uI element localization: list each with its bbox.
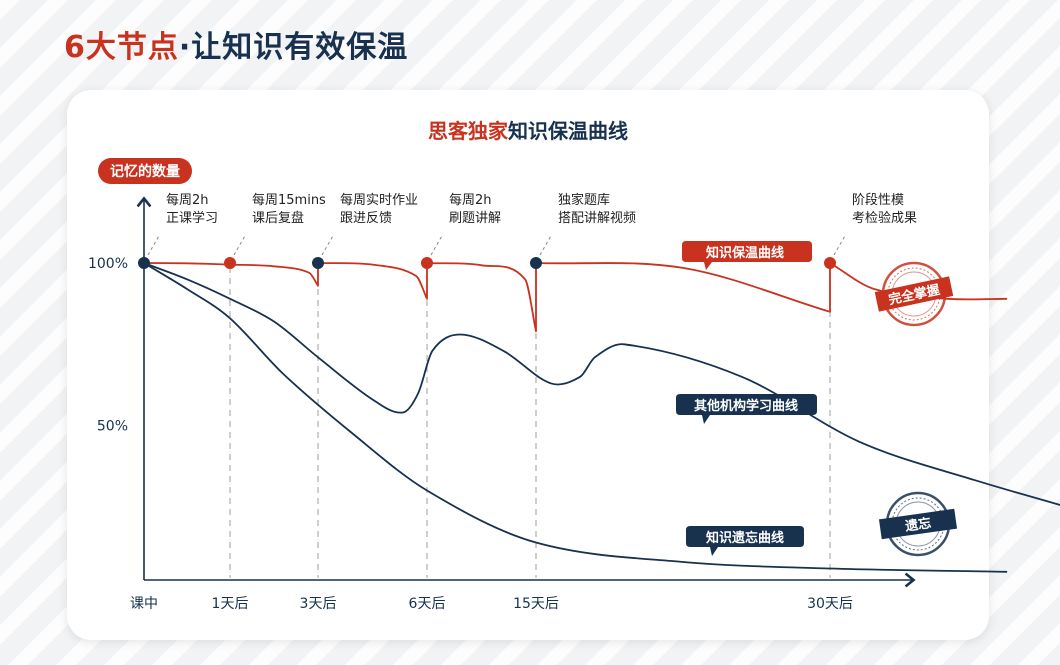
x-tick-layer: 课中 1天后 3天后 6天后 15天后 30天后 — [130, 596, 853, 612]
node-marker — [824, 257, 836, 269]
x-tick-label: 6天后 — [409, 596, 446, 612]
y-axis-label: 记忆的数量 — [110, 163, 180, 180]
other-institutions-curve-line — [143, 262, 1060, 506]
node-leader-line — [233, 233, 247, 256]
node-label-line2: 课后复盘 — [252, 210, 304, 226]
node-label-line1: 每周2h — [166, 192, 209, 208]
x-tick-label: 课中 — [130, 596, 158, 612]
chart-title: 思客独家知识保温曲线 — [428, 119, 628, 143]
x-tick-label: 1天后 — [212, 596, 249, 612]
forgotten-stamp-band — [878, 508, 958, 540]
node-label-line1: 每周15mins — [252, 192, 326, 208]
node-leader-line — [833, 233, 847, 256]
node-label-line1: 阶段性模 — [852, 193, 904, 208]
series-label-retention-pill — [682, 241, 812, 270]
forgotten-stamp-text: 遗忘 — [903, 515, 932, 535]
node-marker — [138, 257, 150, 269]
node-label-line2: 搭配讲解视频 — [558, 210, 636, 226]
page-title-rest: ·让知识有效保温 — [178, 30, 409, 65]
series-label-forgetting-text: 知识遗忘曲线 — [706, 530, 784, 546]
mastered-stamp-band — [874, 276, 954, 312]
series-label-retention-text: 知识保温曲线 — [706, 245, 784, 261]
chart-title-highlight: 思客独家 — [428, 119, 509, 143]
page-title: 6大节点·让知识有效保温 — [64, 22, 408, 66]
node-label-line2: 考检验成果 — [852, 210, 917, 226]
series-label-others: 其他机构学习曲线 — [676, 394, 817, 424]
node-label-line2: 刷题讲解 — [449, 211, 501, 226]
node-leader-line — [430, 233, 444, 256]
series-label-retention: 知识保温曲线 — [682, 241, 812, 270]
node-marker — [224, 257, 236, 269]
node-label-line1: 每周实时作业 — [340, 192, 418, 208]
x-tick-label: 15天后 — [513, 596, 559, 612]
y-tick-label: 100% — [88, 256, 128, 272]
y-axis-label-pill — [98, 158, 192, 184]
mastered-stamp: 完全掌握 — [874, 261, 954, 327]
node-leader-line — [539, 233, 553, 256]
y-tick-layer: 100% 50% — [88, 256, 128, 435]
node-label-line1: 每周2h — [449, 192, 492, 208]
series-label-others-pill — [676, 394, 817, 424]
node-leader-line — [147, 233, 161, 256]
node-label-line2: 跟进反馈 — [340, 211, 392, 226]
series-label-others-text: 其他机构学习曲线 — [694, 398, 798, 414]
forgetting-curve-line — [143, 262, 1008, 573]
chart-title-rest: 知识保温曲线 — [508, 119, 628, 143]
x-tick-label: 3天后 — [300, 596, 337, 612]
node-marker — [530, 257, 542, 269]
x-tick-label: 30天后 — [807, 596, 853, 612]
node-label-line2: 正课学习 — [166, 210, 218, 226]
node-marker — [312, 257, 324, 269]
series-label-forgetting: 知识遗忘曲线 — [686, 526, 804, 556]
node-marker-layer — [138, 257, 836, 269]
page-title-highlight: 6大节点 — [64, 30, 179, 65]
series-label-forgetting-pill — [686, 526, 804, 556]
node-marker — [421, 257, 433, 269]
y-tick-label: 50% — [97, 419, 128, 435]
chart-card — [67, 90, 989, 640]
node-leader-line — [321, 233, 335, 256]
forgotten-stamp: 遗忘 — [878, 491, 958, 557]
node-label-line1: 独家题库 — [558, 192, 610, 208]
grid-layer — [229, 267, 831, 578]
